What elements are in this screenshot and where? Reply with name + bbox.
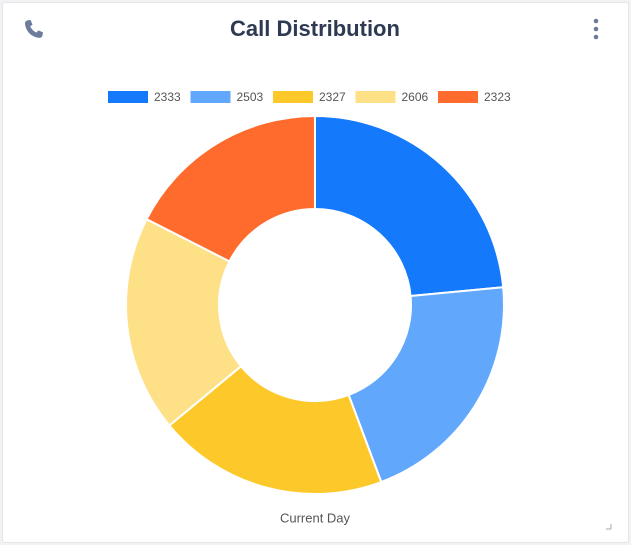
menu-dot (593, 18, 599, 24)
donut-slice (125, 217, 243, 427)
menu-dot (593, 34, 599, 40)
legend-label: 2333 (154, 90, 181, 104)
legend-label: 2327 (319, 90, 346, 104)
legend-label: 2503 (237, 90, 264, 104)
phone-glyph (24, 19, 43, 38)
legend-label: 2606 (402, 90, 429, 104)
donut-slice (347, 286, 505, 484)
x-axis-label: Current Day (280, 510, 351, 525)
legend-swatch (190, 91, 231, 103)
donut-slice (145, 114, 316, 263)
legend-swatch (108, 91, 148, 103)
phone-icon[interactable] (24, 19, 43, 38)
resize-handle[interactable] (606, 524, 612, 530)
chart-title: Call Distribution (230, 16, 400, 41)
legend-swatch (273, 91, 313, 103)
legend-swatch (438, 91, 478, 103)
legend-swatch (355, 91, 396, 103)
donut-slice (314, 114, 505, 298)
legend-label: 2323 (484, 90, 511, 104)
menu-dot (593, 26, 599, 32)
donut-slice (167, 364, 383, 495)
menu-button[interactable] (593, 18, 599, 40)
